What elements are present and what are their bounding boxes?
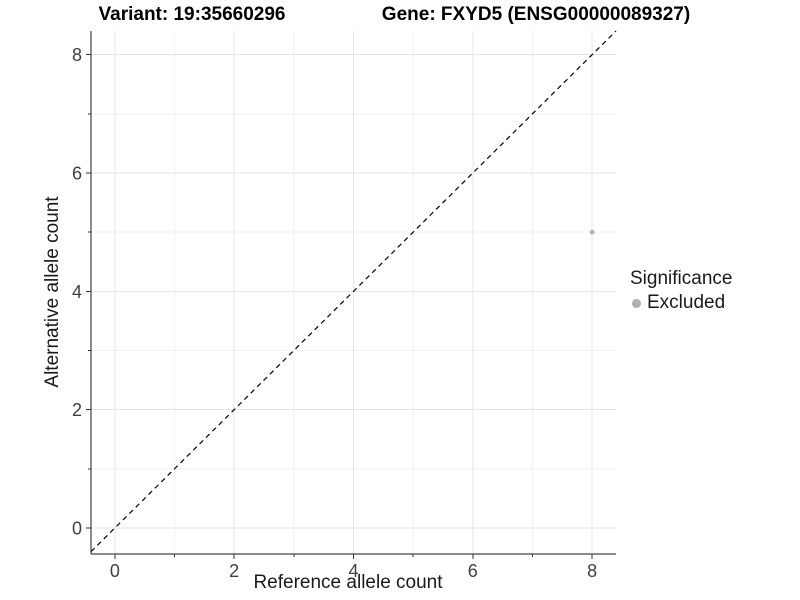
y-tick-label: 2	[72, 400, 82, 420]
x-tick-label: 2	[229, 561, 239, 581]
x-tick-label: 6	[468, 561, 478, 581]
y-axis-label: Alternative allele count	[42, 196, 63, 388]
x-tick-label: 8	[587, 561, 597, 581]
plot-title-gene: Gene: FXYD5 (ENSG00000089327)	[381, 4, 691, 25]
y-tick-label: 6	[72, 163, 82, 183]
identity-line	[90, 30, 617, 553]
x-axis-label: Reference allele count	[253, 572, 443, 593]
legend-item: Excluded	[630, 292, 732, 314]
x-tick-label: 0	[110, 561, 120, 581]
y-tick-label: 0	[72, 518, 82, 538]
legend-title: Significance	[630, 268, 733, 289]
plot-title-variant: Variant: 19:35660296	[98, 4, 286, 25]
x-tick-label: 4	[348, 561, 358, 581]
legend-point-icon	[632, 298, 641, 308]
legend-item-label: Excluded	[647, 292, 726, 313]
y-tick-label: 4	[72, 282, 82, 302]
legend: Significance Excluded	[630, 268, 732, 314]
data-point	[589, 229, 595, 235]
y-tick-label: 8	[72, 45, 82, 65]
